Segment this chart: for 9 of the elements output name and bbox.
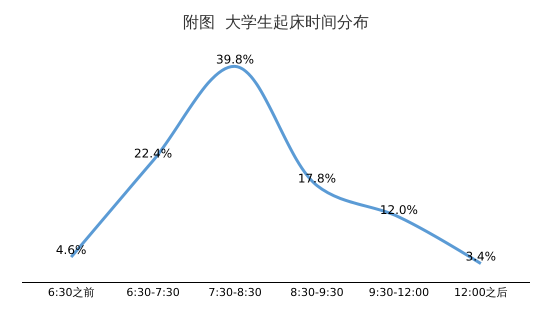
x-tick-label: 12:00之后 (454, 286, 508, 300)
x-tick-label: 6:30-7:30 (126, 286, 180, 300)
chart-title: 附图 大学生起床时间分布 (182, 12, 370, 32)
x-tick-label: 8:30-9:30 (290, 286, 344, 300)
data-label: 39.8% (216, 52, 254, 66)
x-tick-label: 6:30之前 (48, 286, 95, 300)
data-label: 12.0% (380, 202, 418, 217)
x-tick-label: 7:30-8:30 (208, 286, 262, 300)
x-tick-label: 9:30-12:00 (368, 286, 430, 300)
